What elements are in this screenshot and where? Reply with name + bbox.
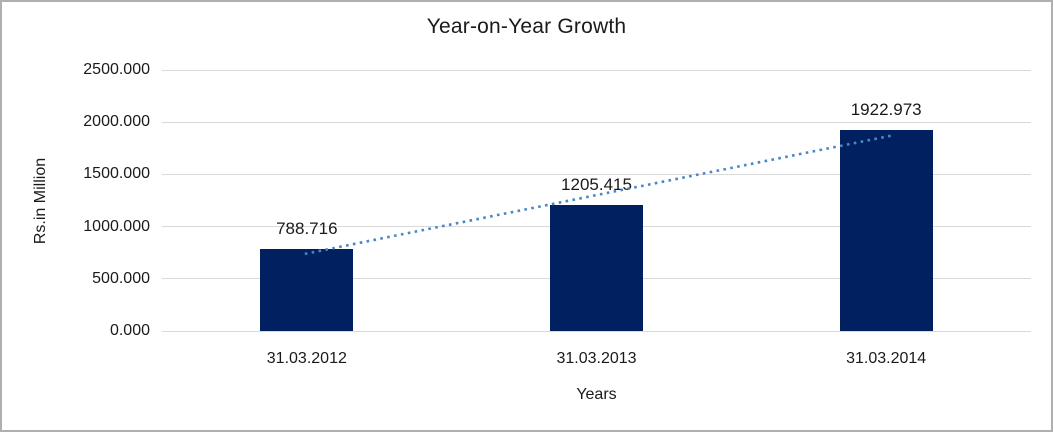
y-tick-label: 0.000 <box>109 322 150 339</box>
bar-value-label: 1205.415 <box>561 175 632 195</box>
gridline <box>162 121 1031 123</box>
bar <box>260 248 354 331</box>
bar <box>839 130 933 331</box>
gridline <box>162 69 1031 71</box>
x-tick-label: 31.03.2014 <box>846 350 927 367</box>
chart-title: Year-on-Year Growth <box>426 15 627 38</box>
y-tick-label: 1000.000 <box>83 217 150 235</box>
y-tick-label: 1500.000 <box>83 165 150 183</box>
y-tick-label: 2500.000 <box>83 61 150 78</box>
gridline <box>162 330 1031 332</box>
y-axis-title: Rs.in Million <box>32 157 49 244</box>
bar-value-label: 1922.973 <box>850 100 922 120</box>
bar <box>550 205 643 331</box>
y-tick-label: 2000.000 <box>83 113 150 131</box>
x-axis-title: Years <box>576 386 617 403</box>
bar-value-label: 788.716 <box>276 218 338 238</box>
y-tick-label: 500.000 <box>92 269 150 287</box>
x-tick-label: 31.03.2012 <box>266 350 347 367</box>
x-tick-label: 31.03.2013 <box>556 350 637 367</box>
